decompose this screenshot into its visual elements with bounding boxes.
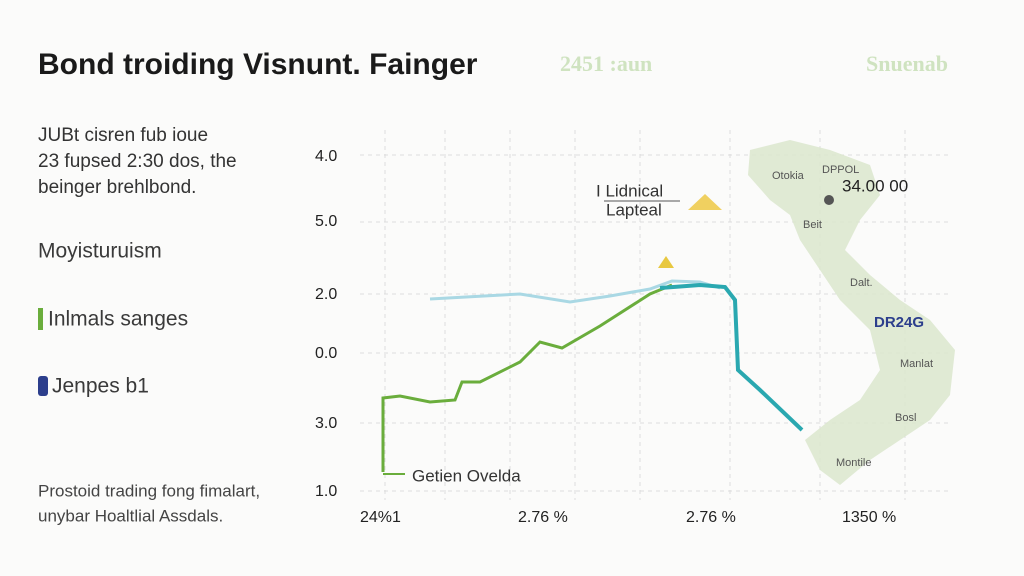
- intro-line: beinger brehlbond.: [38, 177, 196, 198]
- chart-line: [429, 279, 721, 304]
- x-label: 2.76 %: [686, 509, 736, 526]
- legend-swatch: [38, 308, 43, 330]
- map-value: 34.00 00: [842, 176, 908, 195]
- line-label: Getien Ovelda: [412, 466, 521, 485]
- intro-line: JUBt cisren fub ioue: [38, 125, 208, 146]
- map-label: Otokia: [772, 170, 805, 182]
- brand: Snuenab: [866, 51, 948, 76]
- y-label: 4.0: [315, 148, 337, 165]
- annotation: I Lidnical: [596, 181, 663, 200]
- map-label: DPPOL: [822, 164, 859, 176]
- legend-entry: Inlmals sanges: [48, 308, 188, 331]
- x-label: 1350 %: [842, 509, 896, 526]
- map-label: Bosl: [895, 412, 916, 424]
- map-label: Dalt.: [850, 277, 873, 289]
- map-point: [824, 195, 834, 205]
- map-badge: DR24G: [874, 314, 924, 331]
- legend-swatch: [38, 376, 48, 396]
- map-label: Montile: [836, 457, 871, 469]
- y-label: 1.0: [315, 483, 337, 500]
- chart-line: [381, 283, 673, 472]
- map-label: Beit: [803, 219, 822, 231]
- y-label: 2.0: [315, 286, 337, 303]
- annotation: Lapteal: [606, 200, 662, 219]
- y-label: 0.0: [315, 345, 337, 362]
- annotation-icon: [688, 194, 722, 210]
- annotation-icon: [658, 256, 674, 268]
- footer-line: Prostoid trading fong fimalart,: [38, 481, 260, 500]
- map-label: Manlat: [900, 358, 933, 370]
- x-label: 24%1: [360, 509, 401, 526]
- map-shape: [748, 140, 955, 485]
- x-label: 2.76 %: [518, 509, 568, 526]
- chart-line: [659, 282, 804, 432]
- intro-line: 23 fupsed 2:30 dos, the: [38, 151, 237, 172]
- legend-entry: Moyisturuism: [38, 240, 162, 263]
- legend-entry: Jenpes b1: [52, 375, 149, 398]
- y-label: 3.0: [315, 415, 337, 432]
- page-title: Bond troiding Visnunt. Fainger: [38, 48, 478, 81]
- header-tag: 2451 :aun: [560, 51, 652, 76]
- footer-line: unybar Hoaltlial Assdals.: [38, 506, 223, 525]
- y-label: 5.0: [315, 213, 337, 230]
